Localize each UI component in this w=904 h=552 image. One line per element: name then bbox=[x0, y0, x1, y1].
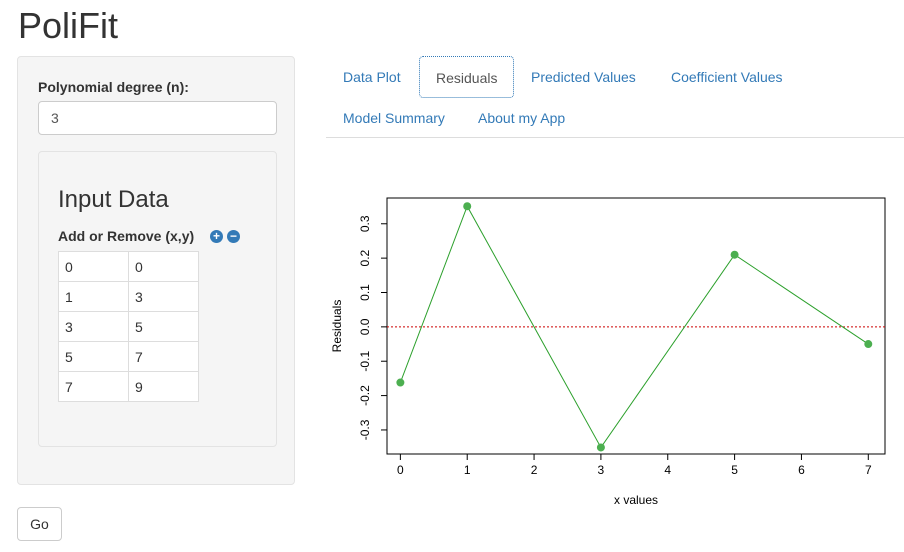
x-cell[interactable]: 0 bbox=[58, 251, 129, 282]
add-remove-label: Add or Remove (x,y) bbox=[58, 228, 195, 244]
input-data-title: Input Data bbox=[58, 186, 169, 213]
tab-data-plot[interactable]: Data Plot bbox=[343, 69, 401, 85]
data-point bbox=[730, 250, 739, 259]
x-tick-label: 6 bbox=[798, 463, 805, 477]
tab-coefficient-values[interactable]: Coefficient Values bbox=[671, 69, 783, 85]
app-title: PoliFit bbox=[18, 5, 119, 46]
data-point bbox=[463, 202, 472, 211]
x-tick-label: 2 bbox=[531, 463, 538, 477]
y-tick-label: -0.2 bbox=[358, 385, 372, 406]
x-cell[interactable]: 5 bbox=[58, 341, 129, 372]
y-axis-label: Residuals bbox=[330, 300, 344, 353]
remove-row-button[interactable]: − bbox=[227, 230, 240, 243]
residuals-plot: -0.3 -0.2 -0.1 0.0 0.1 0.2 0.3 0 1 2 3 4 5 6 7 x valu… bbox=[330, 197, 886, 507]
tab-model-summary[interactable]: Model Summary bbox=[343, 110, 445, 126]
x-tick-label: 7 bbox=[865, 463, 872, 477]
sidebar-panel: Polynomial degree (n): Input Data Add or… bbox=[17, 56, 295, 485]
tab-about-my-app[interactable]: About my App bbox=[478, 110, 566, 126]
minus-circle-icon: − bbox=[229, 229, 237, 243]
y-cell[interactable]: 0 bbox=[128, 251, 199, 282]
y-tick-label: 0.2 bbox=[358, 249, 372, 266]
x-tick-label: 3 bbox=[598, 463, 605, 477]
table-row: 0 0 bbox=[58, 251, 199, 282]
y-tick-label: 0.0 bbox=[358, 318, 372, 335]
tab-residuals[interactable]: Residuals bbox=[419, 56, 515, 98]
input-data-table: 0 0 1 3 3 5 5 7 7 9 bbox=[58, 251, 199, 402]
x-axis-label: x values bbox=[614, 493, 658, 507]
table-row: 5 7 bbox=[58, 341, 199, 372]
tab-predicted-values[interactable]: Predicted Values bbox=[531, 69, 636, 85]
plus-circle-icon: + bbox=[212, 229, 220, 243]
tab-bar: Data Plot Residuals Predicted Values Coe… bbox=[326, 56, 904, 138]
x-cell[interactable]: 1 bbox=[58, 281, 129, 312]
data-point bbox=[596, 443, 605, 452]
degree-input[interactable] bbox=[38, 101, 277, 135]
y-cell[interactable]: 7 bbox=[128, 341, 199, 372]
data-point bbox=[864, 340, 873, 349]
table-row: 1 3 bbox=[58, 281, 199, 312]
input-data-panel: Input Data Add or Remove (x,y) + − 0 0 1… bbox=[38, 151, 277, 447]
y-axis: -0.3 -0.2 -0.1 0.0 0.1 0.2 0.3 bbox=[358, 215, 387, 440]
x-tick-label: 4 bbox=[664, 463, 671, 477]
go-button[interactable]: Go bbox=[17, 507, 62, 541]
plot-frame bbox=[386, 197, 886, 455]
y-tick-label: 0.3 bbox=[358, 215, 372, 232]
x-cell[interactable]: 3 bbox=[58, 311, 129, 342]
degree-label: Polynomial degree (n): bbox=[38, 79, 189, 95]
table-row: 7 9 bbox=[58, 371, 199, 402]
x-tick-label: 1 bbox=[464, 463, 471, 477]
y-cell[interactable]: 3 bbox=[128, 281, 199, 312]
y-tick-label: 0.1 bbox=[358, 284, 372, 301]
table-row: 3 5 bbox=[58, 311, 199, 342]
x-tick-label: 5 bbox=[731, 463, 738, 477]
x-axis: 0 1 2 3 4 5 6 7 bbox=[397, 454, 872, 477]
x-cell[interactable]: 7 bbox=[58, 371, 129, 402]
y-tick-label: -0.3 bbox=[358, 419, 372, 440]
add-row-button[interactable]: + bbox=[210, 230, 223, 243]
data-points bbox=[396, 202, 873, 452]
y-cell[interactable]: 5 bbox=[128, 311, 199, 342]
y-tick-label: -0.1 bbox=[358, 351, 372, 372]
series-line bbox=[399, 205, 869, 449]
data-point bbox=[396, 378, 405, 387]
x-tick-label: 0 bbox=[397, 463, 404, 477]
y-cell[interactable]: 9 bbox=[128, 371, 199, 402]
